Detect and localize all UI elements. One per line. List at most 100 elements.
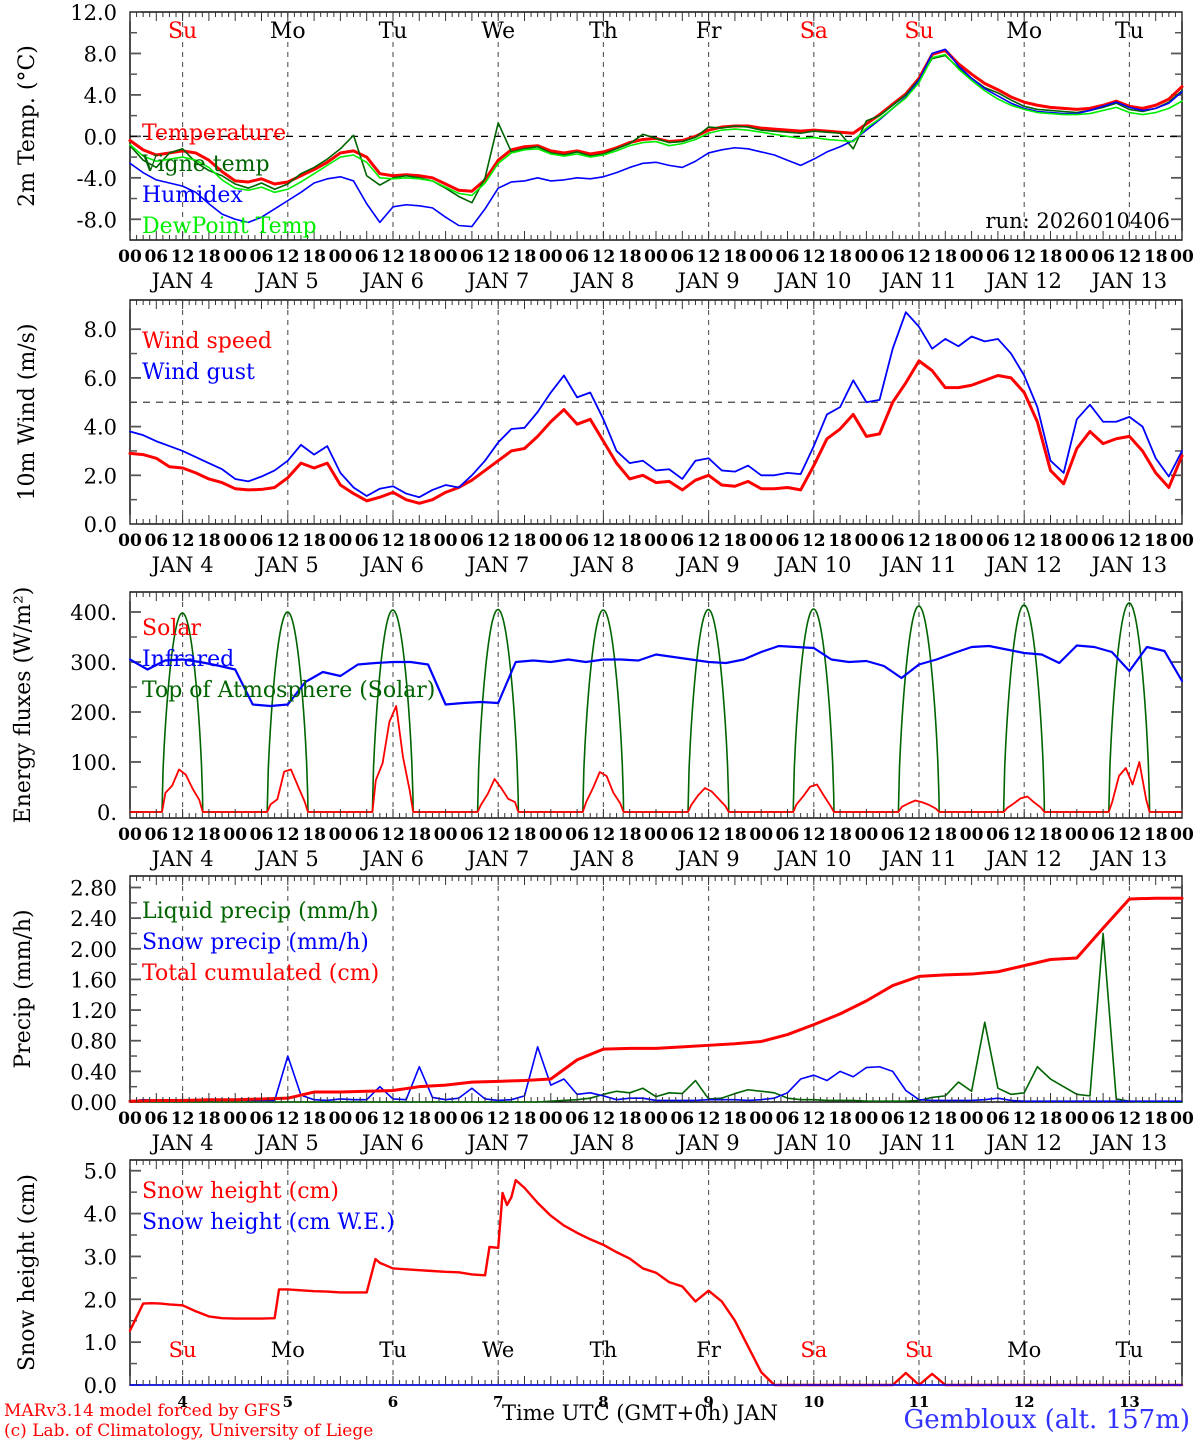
hour-tick-label: 12	[802, 531, 826, 551]
hour-tick-label: 18	[723, 1109, 747, 1129]
day-label: JAN 4	[150, 269, 214, 293]
hour-tick-label: 18	[302, 1109, 326, 1129]
energy-ytick-label: 100.	[70, 751, 117, 775]
day-label: JAN 9	[676, 269, 740, 293]
temperature-ytick-label: 12.0	[70, 1, 117, 25]
hour-tick-label: 12	[276, 531, 300, 551]
hour-tick-label: 12	[802, 247, 826, 267]
temp-panel-day-name: Mo	[270, 19, 306, 44]
hour-tick-label: 00	[644, 247, 668, 267]
wind-ytick-label: 8.0	[84, 318, 117, 342]
hour-tick-label: 18	[1039, 1109, 1063, 1129]
hour-tick-label: 06	[670, 1109, 694, 1129]
hour-tick-label: 18	[723, 825, 747, 845]
hour-tick-label: 00	[644, 531, 668, 551]
hour-tick-label: 00	[749, 531, 773, 551]
hour-tick-label: 18	[1039, 825, 1063, 845]
temperature-legend-item: Temperature	[142, 121, 286, 146]
energy-legend-item: Infrared	[142, 647, 234, 672]
hour-tick-label: 06	[776, 247, 800, 267]
day-label: JAN 4	[150, 553, 214, 577]
snow-day-number: 13	[1119, 1393, 1140, 1411]
hour-tick-label: 00	[855, 531, 879, 551]
snow-panel-day-name: Tu	[379, 1338, 407, 1362]
energy-ytick-label: 200.	[70, 701, 117, 725]
hour-tick-label: 06	[565, 1109, 589, 1129]
hour-tick-label: 12	[1012, 1109, 1036, 1129]
footer-station-label: Gembloux (alt. 157m)	[904, 1405, 1190, 1435]
day-label: JAN 9	[676, 847, 740, 871]
hour-tick-label: 18	[828, 1109, 852, 1129]
hour-tick-label: 18	[197, 247, 221, 267]
hour-tick-label: 18	[302, 531, 326, 551]
hour-tick-label: 06	[1091, 825, 1115, 845]
snow-panel-day-name: Mo	[1007, 1338, 1041, 1362]
hour-tick-label: 18	[407, 247, 431, 267]
temp-panel-day-name: Tu	[379, 19, 408, 44]
wind-ytick-label: 4.0	[84, 416, 117, 440]
wind-ytick-label: 6.0	[84, 367, 117, 391]
energy-ytick-label: 300.	[70, 651, 117, 675]
energy-legend-item: Solar	[142, 616, 201, 641]
hour-tick-label: 12	[907, 1109, 931, 1129]
hour-tick-label: 18	[197, 531, 221, 551]
hour-tick-label: 00	[960, 1109, 984, 1129]
energy-ytick-label: 400.	[70, 601, 117, 625]
hour-tick-label: 12	[802, 825, 826, 845]
hour-tick-label: 00	[644, 1109, 668, 1129]
day-label: JAN 8	[570, 847, 634, 871]
temperature-ytick-label: 4.0	[84, 84, 117, 108]
hour-tick-label: 06	[144, 825, 168, 845]
hour-tick-label: 06	[250, 247, 274, 267]
hour-tick-label: 06	[1091, 247, 1115, 267]
temp-panel-day-name: Tu	[1115, 19, 1144, 44]
hour-tick-label: 06	[460, 825, 484, 845]
hour-tick-label: 06	[144, 531, 168, 551]
hour-tick-label: 00	[539, 1109, 563, 1129]
hour-tick-label: 18	[1144, 247, 1168, 267]
hour-tick-label: 12	[486, 531, 510, 551]
hour-tick-label: 18	[933, 1109, 957, 1129]
hour-tick-label: 06	[776, 531, 800, 551]
hour-tick-label: 12	[1012, 531, 1036, 551]
precip-ytick-label: 1.20	[70, 999, 117, 1023]
hour-tick-label: 18	[302, 247, 326, 267]
hour-tick-label: 06	[355, 1109, 379, 1129]
hour-tick-label: 00	[118, 531, 142, 551]
hour-tick-label: 12	[1118, 825, 1142, 845]
hour-tick-label: 12	[276, 1109, 300, 1129]
hour-tick-label: 06	[460, 1109, 484, 1129]
hour-tick-label: 12	[171, 531, 195, 551]
hour-tick-label: 00	[434, 247, 458, 267]
hour-tick-label: 00	[1170, 247, 1194, 267]
hour-tick-label: 12	[697, 825, 721, 845]
hour-tick-label: 12	[592, 825, 616, 845]
day-label: JAN 5	[255, 1131, 319, 1155]
snow-day-number: 12	[1014, 1393, 1035, 1411]
hour-tick-label: 06	[670, 247, 694, 267]
precip-ytick-label: 0.80	[70, 1030, 117, 1054]
hour-tick-label: 18	[828, 247, 852, 267]
snowheight-ytick-label: 4.0	[84, 1203, 117, 1227]
day-label: JAN 5	[255, 847, 319, 871]
hour-tick-label: 00	[118, 825, 142, 845]
hour-tick-label: 12	[592, 1109, 616, 1129]
temperature-ytick-label: -4.0	[77, 167, 118, 191]
hour-tick-label: 12	[171, 825, 195, 845]
snow-day-number: 7	[493, 1393, 503, 1411]
temp-panel-day-name: Su	[904, 19, 933, 44]
hour-tick-label: 18	[618, 825, 642, 845]
hour-tick-label: 00	[434, 531, 458, 551]
day-label: JAN 11	[879, 269, 956, 293]
day-label: JAN 12	[985, 847, 1062, 871]
run-label: run: 2026010406	[986, 209, 1170, 233]
hour-tick-label: 06	[1091, 1109, 1115, 1129]
hour-tick-label: 06	[986, 247, 1010, 267]
day-label: JAN 6	[360, 1131, 424, 1155]
hour-tick-label: 00	[855, 1109, 879, 1129]
day-label: JAN 6	[360, 269, 424, 293]
hour-tick-label: 12	[802, 1109, 826, 1129]
hour-tick-label: 06	[460, 247, 484, 267]
temperature-series-line	[129, 54, 1183, 204]
